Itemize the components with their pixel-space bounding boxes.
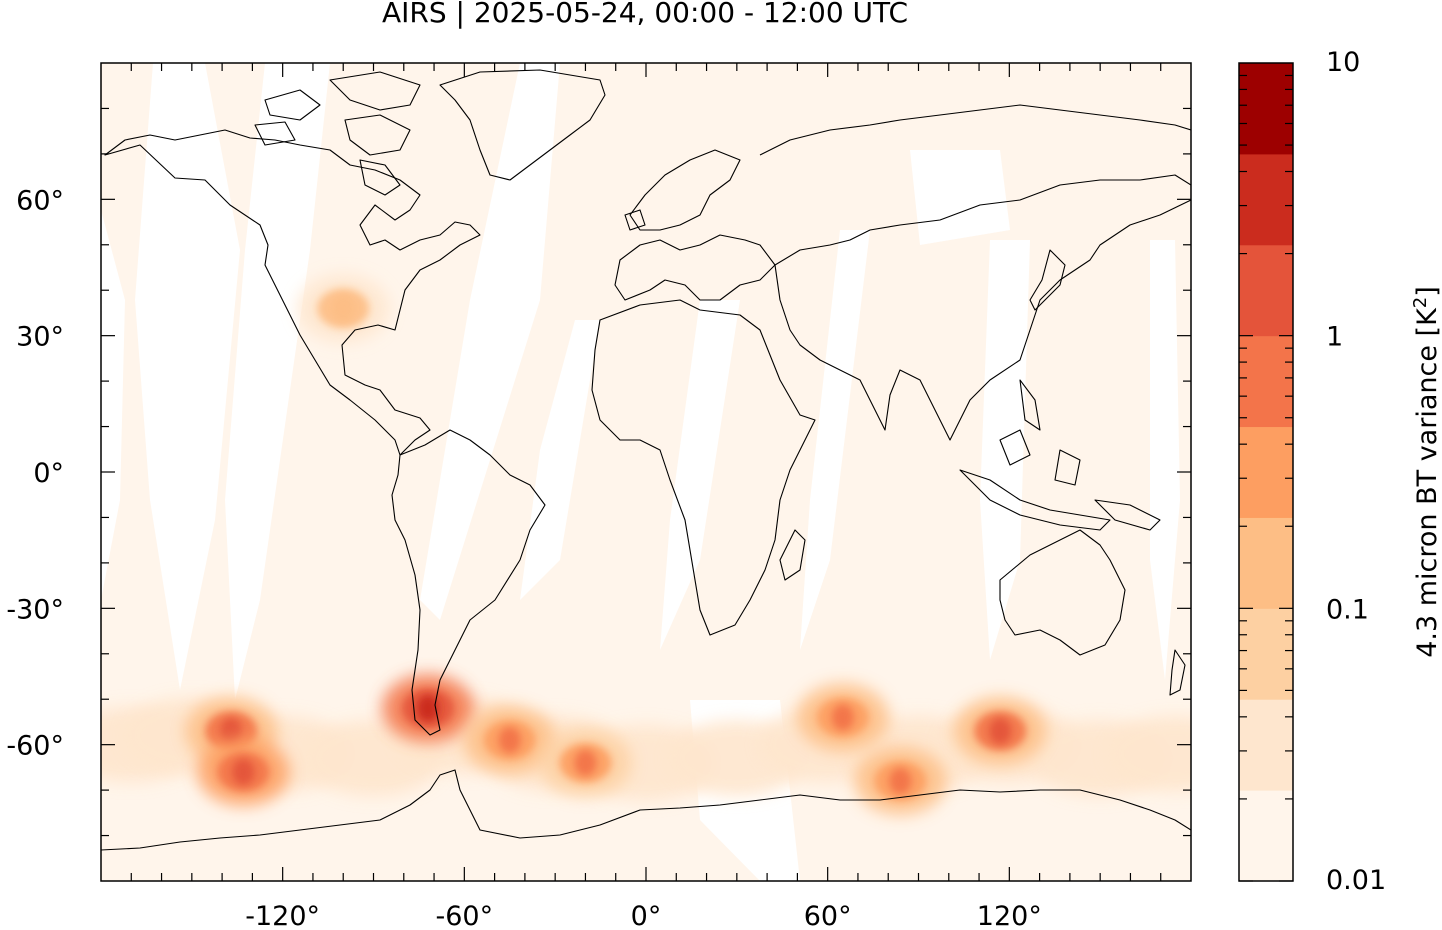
colorbar-tick-label: 10: [1326, 47, 1360, 78]
colorbar-segment: [1239, 153, 1293, 246]
longitude-tick-labels: -120° -60° 0° 60° 120°: [245, 901, 1042, 930]
swath-gap: [800, 230, 870, 650]
lon-tick-label: 0°: [631, 901, 662, 930]
swath-gap: [135, 63, 240, 690]
coastline-new-zealand: [1169, 649, 1186, 696]
lat-tick-label: -60°: [6, 731, 64, 762]
coastline-asia: [774, 174, 1191, 441]
latitude-tick-labels: 60° 30° 0° -30° -60°: [6, 185, 64, 761]
hotspot-core: [220, 718, 243, 745]
hotspot-core: [889, 768, 912, 795]
lat-tick-label: -30°: [6, 594, 64, 625]
colorbar: [1239, 63, 1293, 882]
colorbar-segment: [1239, 335, 1293, 428]
coastline-africa: [591, 299, 816, 636]
coastline-arctic-islands: [254, 71, 421, 196]
colorbar-label: 4.3 micron BT variance [K2]: [1410, 286, 1442, 658]
hotspot-core: [498, 727, 521, 754]
colorbar-tick-labels: 10 1 0.1 0.01: [1326, 47, 1386, 896]
coastline-madagascar: [779, 529, 806, 581]
colorbar-tick-label: 0.01: [1326, 865, 1386, 896]
coastline-australia: [999, 529, 1126, 656]
colorbar-frame: [1238, 62, 1294, 882]
swath-gap: [520, 320, 600, 600]
coastline-south-america: [391, 429, 546, 736]
hotspot-core: [831, 704, 854, 731]
hotspot-core: [574, 749, 597, 776]
colorbar-segment: [1239, 63, 1293, 155]
colorbar-segment: [1239, 608, 1293, 700]
plot-title: AIRS | 2025-05-24, 00:00 - 12:00 UTC: [381, 0, 909, 29]
lon-tick-label: -120°: [245, 901, 320, 930]
hotspot-core: [989, 718, 1012, 745]
hotspot-core: [417, 695, 439, 722]
swath-gap: [910, 150, 1010, 245]
coastline-north-eurasia: [759, 104, 1191, 156]
colorbar-segment: [1239, 790, 1293, 882]
colorbar-ticks: [1239, 74, 1293, 882]
colorbar-segment: [1239, 244, 1293, 337]
variance-band: [1105, 715, 1191, 792]
coastline-japan: [1029, 249, 1066, 311]
lon-tick-label: 120°: [977, 901, 1042, 930]
lon-tick-label: -60°: [436, 901, 494, 930]
coastline-north-america: [104, 129, 481, 456]
swath-gap: [660, 300, 740, 650]
swath-gap: [1150, 240, 1180, 680]
coastline-indonesia: [959, 379, 1111, 531]
colorbar-tick-label: 1: [1326, 322, 1343, 353]
lon-tick-label: 60°: [804, 901, 852, 930]
hotspot-core: [332, 295, 355, 322]
colorbar-segment: [1239, 517, 1293, 609]
swath-gap: [225, 63, 330, 700]
coastline-new-guinea: [1094, 499, 1161, 531]
coastlines: [101, 69, 1191, 851]
lat-tick-label: 0°: [33, 458, 64, 489]
coastline-greenland: [439, 69, 606, 181]
swath-gap: [980, 240, 1030, 660]
colorbar-segment: [1239, 426, 1293, 518]
hotspot-core: [232, 758, 255, 785]
swath-gaps: [101, 63, 1180, 881]
colorbar-tick-label: 0.1: [1326, 594, 1369, 625]
lat-tick-label: 60°: [16, 185, 64, 216]
lat-tick-label: 30°: [16, 322, 64, 353]
map-ticks: [101, 63, 1191, 881]
coastline-antarctica: [101, 769, 1191, 851]
variance-field: [101, 274, 1191, 816]
swath-gap: [420, 63, 560, 620]
swath-gap: [101, 210, 125, 600]
coastline-europe: [614, 149, 776, 301]
colorbar-segment: [1239, 699, 1293, 791]
